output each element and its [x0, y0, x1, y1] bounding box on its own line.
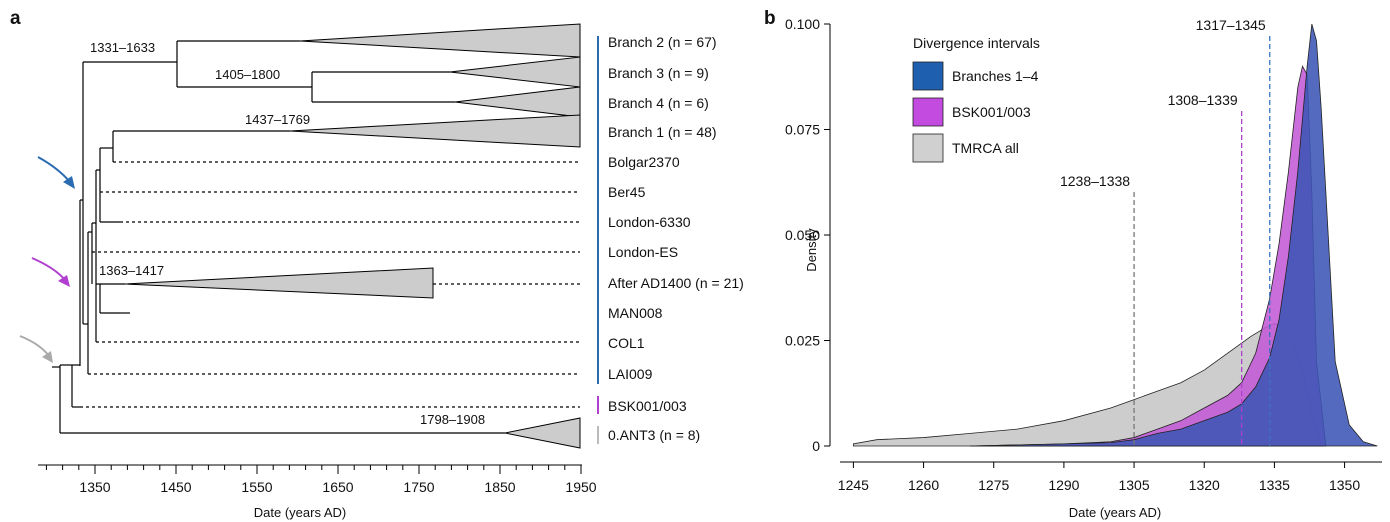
- node-labels: 1331–1633 1405–1800 1437–1769 1363–1417 …: [90, 40, 485, 427]
- leaf-branch3: Branch 3 (n = 9): [608, 65, 709, 81]
- legend-title: Divergence intervals: [913, 35, 1040, 51]
- panel-a-x-axis: 1350 1450 1550 1650 1750 1850 1950 Date (years…: [38, 464, 597, 520]
- y-tick-label: 0.100: [785, 16, 820, 32]
- leaf-londonES: London-ES: [608, 244, 678, 260]
- x-tick-label: 1290: [1048, 477, 1079, 493]
- panel-a-x-label: Date (years AD): [254, 505, 346, 520]
- leaf-labels: Branch 2 (n = 67) Branch 3 (n = 9) Branc…: [608, 34, 744, 443]
- triangle-after1400: [124, 267, 434, 299]
- triangle-branch1: [289, 114, 581, 148]
- y-tick-label: 0.075: [785, 122, 820, 138]
- blue-arrow-head: [63, 176, 75, 189]
- a-tick-label: 1350: [79, 479, 110, 495]
- panel-b-letter: b: [764, 8, 776, 29]
- leaf-after1400: After AD1400 (n = 21): [608, 275, 744, 291]
- legend-swatch: [912, 61, 944, 91]
- magenta-arrow-head: [58, 275, 70, 287]
- panel-a: a: [10, 8, 744, 520]
- x-axis-label: Date (years AD): [1069, 505, 1161, 520]
- a-tick-label: 1750: [403, 479, 434, 495]
- interval-label: 1317–1345: [1196, 17, 1266, 33]
- a-tick-label: 1550: [241, 479, 272, 495]
- legend-label: BSK001/003: [952, 104, 1031, 120]
- leaf-london6330: London-6330: [608, 214, 691, 230]
- interval-label: 1308–1339: [1168, 92, 1238, 108]
- x-tick-label: 1320: [1189, 477, 1220, 493]
- a-tick-label: 1450: [160, 479, 191, 495]
- leaf-col1: COL1: [608, 335, 645, 351]
- y-tick-label: 0.050: [785, 227, 820, 243]
- node-label-1798: 1798–1908: [420, 412, 485, 427]
- leaf-branch1: Branch 1 (n = 48): [608, 124, 717, 140]
- leaf-ant3: 0.ANT3 (n = 8): [608, 427, 700, 443]
- leaf-bsk: BSK001/003: [608, 398, 687, 414]
- triangle-branch4: [454, 86, 581, 118]
- x-tick-label: 1260: [908, 477, 939, 493]
- interval-lines: 1317–1345 1308–1339 1238–1338: [1060, 17, 1271, 446]
- node-label-1363: 1363–1417: [99, 263, 164, 278]
- density-areas: [852, 23, 1378, 447]
- x-tick-label: 1305: [1118, 477, 1149, 493]
- legend: Divergence intervals Branches 1–4 BSK001/…: [912, 35, 1040, 163]
- blue-arrow: [37, 156, 71, 183]
- phylogenetic-tree: [52, 40, 580, 434]
- x-tick-label: 1335: [1259, 477, 1290, 493]
- node-label-1437: 1437–1769: [245, 112, 310, 127]
- legend-label: Branches 1–4: [952, 68, 1039, 84]
- density-area-branches-1-4: [970, 23, 1378, 447]
- leaf-branch2: Branch 2 (n = 67): [608, 34, 717, 50]
- node-label-1331: 1331–1633: [90, 40, 155, 55]
- magenta-arrow: [31, 257, 66, 281]
- panel-b: b 1317–1345 1308–1339 1238–1338 0 0.025 0.05…: [764, 8, 1382, 520]
- leaf-branch4: Branch 4 (n = 6): [608, 95, 709, 111]
- leaf-ber45: Ber45: [608, 184, 646, 200]
- grey-arrow: [19, 335, 50, 357]
- panel-a-letter: a: [10, 8, 21, 29]
- leaf-man008: MAN008: [608, 305, 663, 321]
- grey-arrow-head: [42, 351, 53, 363]
- y-tick-label: 0.025: [785, 333, 820, 349]
- x-tick-label: 1350: [1329, 477, 1360, 493]
- triangle-branch3: [449, 56, 581, 88]
- arrows: [19, 156, 75, 363]
- y-tick-label: 0: [812, 438, 820, 454]
- triangle-ant3: [504, 417, 581, 449]
- interval-label: 1238–1338: [1060, 173, 1130, 189]
- a-tick-label: 1850: [484, 479, 515, 495]
- y-axis-label: Density: [804, 228, 819, 272]
- clade-triangles: [124, 23, 581, 449]
- triangle-branch2: [299, 23, 581, 58]
- a-tick-label: 1650: [322, 479, 353, 495]
- x-tick-label: 1275: [978, 477, 1009, 493]
- x-tick-label: 1245: [838, 477, 869, 493]
- panel-b-axes: 0 0.025 0.050 0.075 0.100 1245 1260 1275 1290 130…: [785, 16, 1382, 493]
- leaf-bolgar: Bolgar2370: [608, 154, 680, 170]
- a-tick-label: 1950: [565, 479, 596, 495]
- legend-label: TMRCA all: [952, 140, 1019, 156]
- node-label-1405: 1405–1800: [215, 67, 280, 82]
- legend-swatch: [912, 133, 944, 163]
- leaf-lai009: LAI009: [608, 366, 653, 382]
- legend-swatch: [912, 97, 944, 127]
